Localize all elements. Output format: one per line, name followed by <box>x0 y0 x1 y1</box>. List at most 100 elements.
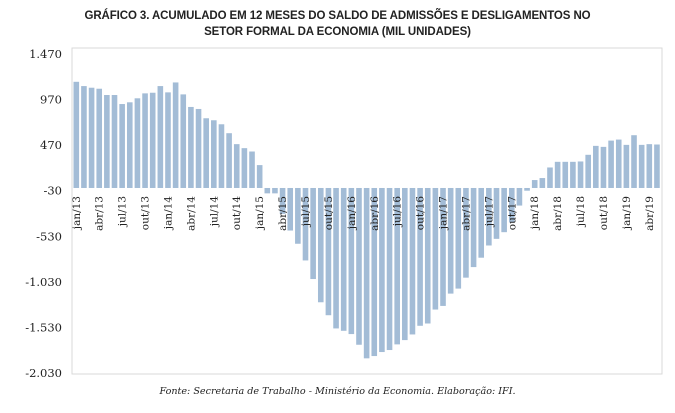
bar <box>348 187 355 335</box>
y-tick-label: -30 <box>43 184 62 198</box>
bar <box>218 124 225 188</box>
x-tick-label: abr/14 <box>185 196 197 231</box>
bar <box>631 135 637 188</box>
bar <box>447 187 454 294</box>
bar <box>577 161 584 188</box>
bar <box>203 118 209 188</box>
bar <box>562 161 569 188</box>
x-axis: jan/13 abr/13 jul/13 out/13 jan/14 abr/14 jul/… <box>71 196 656 232</box>
bar <box>96 88 103 188</box>
bar <box>126 102 133 188</box>
bar <box>424 187 431 324</box>
bar <box>516 187 523 206</box>
x-tick-label: jan/13 <box>71 196 83 231</box>
bar <box>508 187 515 223</box>
bar <box>325 187 332 316</box>
x-tick-label: out/17 <box>506 196 518 230</box>
bar <box>600 146 607 188</box>
bar <box>188 106 194 188</box>
x-tick-label: jul/16 <box>392 196 404 229</box>
x-tick-label: jan/16 <box>346 196 358 231</box>
bar <box>501 187 507 233</box>
bar <box>172 82 179 188</box>
x-tick-label: abr/17 <box>460 196 472 231</box>
x-tick-label: abr/16 <box>369 196 381 231</box>
bar <box>81 86 87 188</box>
x-tick-label: out/18 <box>598 196 610 230</box>
bar <box>547 167 553 188</box>
x-tick-label: out/15 <box>323 196 335 230</box>
bar <box>417 187 423 326</box>
x-tick-label: jul/13 <box>117 196 129 228</box>
bar <box>241 148 248 188</box>
bar <box>73 81 80 188</box>
bar <box>111 95 118 188</box>
bar <box>478 187 485 258</box>
bar <box>615 139 622 188</box>
x-tick-label: abr/19 <box>644 196 656 231</box>
bars <box>73 81 660 359</box>
bar <box>302 187 309 261</box>
x-tick-label: jan/17 <box>438 196 450 231</box>
bar <box>119 104 125 188</box>
bar <box>371 187 378 357</box>
y-tick-label: -1.530 <box>25 320 62 334</box>
bar <box>646 144 653 188</box>
bar <box>440 187 446 306</box>
bar <box>149 92 156 188</box>
bar <box>593 145 599 188</box>
x-tick-label: jul/18 <box>575 196 587 228</box>
bar <box>88 87 95 188</box>
bar <box>554 161 561 188</box>
bar <box>455 187 462 289</box>
bar <box>493 187 500 239</box>
y-tick-label: -2.030 <box>25 366 62 380</box>
bar <box>524 187 530 191</box>
bar <box>570 161 576 188</box>
bar <box>539 178 546 188</box>
bar <box>386 187 393 351</box>
bar <box>463 187 469 278</box>
x-tick-label: jan/18 <box>529 196 541 231</box>
bar <box>531 180 538 188</box>
y-tick-label: 470 <box>40 138 62 152</box>
chart-title: GRÁFICO 3. ACUMULADO EM 12 MESES DO SALD… <box>84 10 591 22</box>
bar <box>211 120 217 188</box>
x-tick-label: jul/14 <box>208 196 220 229</box>
x-tick-label: abr/13 <box>94 196 106 231</box>
bar <box>317 187 324 303</box>
x-tick-label: out/16 <box>415 196 427 231</box>
bar <box>585 154 591 188</box>
bar <box>394 187 400 345</box>
x-tick-label: jul/15 <box>300 196 312 228</box>
bar <box>287 187 294 231</box>
source-note: Fonte: Secretaria de Trabalho - Ministér… <box>159 386 516 397</box>
bar <box>295 187 301 244</box>
bar <box>608 140 614 188</box>
x-tick-label: out/13 <box>140 196 152 230</box>
bar <box>486 187 492 246</box>
bar <box>157 86 164 188</box>
x-tick-label: jan/14 <box>162 196 174 231</box>
bar <box>402 187 408 341</box>
bar <box>142 93 148 188</box>
y-tick-label: -1.030 <box>25 275 62 289</box>
bar <box>165 92 171 188</box>
plot-frame <box>71 47 663 375</box>
bar <box>638 144 645 188</box>
x-tick-label: abr/15 <box>277 196 289 231</box>
bar <box>363 187 370 359</box>
bar <box>233 144 240 188</box>
y-tick-label: 1.470 <box>29 47 62 61</box>
bar <box>104 95 110 188</box>
x-tick-label: jan/19 <box>621 196 633 231</box>
chart-subtitle: SETOR FORMAL DA ECONOMIA (MIL UNIDADES) <box>204 26 471 38</box>
bar <box>623 144 630 188</box>
bar <box>356 187 362 345</box>
bar <box>470 187 477 268</box>
bar <box>264 187 271 194</box>
bar <box>226 133 232 188</box>
bar <box>654 144 660 188</box>
bar <box>134 98 141 188</box>
